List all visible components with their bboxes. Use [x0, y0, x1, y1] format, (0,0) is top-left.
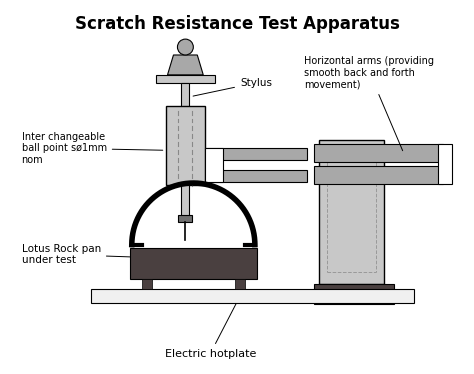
Bar [91, 289, 414, 303]
Bar [235, 279, 245, 289]
Bar [438, 144, 452, 184]
Text: Horizontal arms (providing
smooth back and forth
movement): Horizontal arms (providing smooth back a… [304, 56, 435, 151]
Text: Lotus Rock pan
under test: Lotus Rock pan under test [22, 244, 144, 265]
Bar [205, 148, 223, 182]
Bar [205, 170, 308, 182]
Bar [142, 279, 152, 289]
Bar [182, 83, 189, 108]
Bar [314, 166, 444, 184]
Text: Inter changeable
ball point sø1mm
nom: Inter changeable ball point sø1mm nom [22, 132, 163, 165]
Bar [165, 105, 205, 185]
Bar [205, 148, 308, 160]
Bar [319, 140, 384, 284]
Text: Scratch Resistance Test Apparatus: Scratch Resistance Test Apparatus [74, 15, 400, 33]
Bar [182, 185, 189, 217]
Bar [130, 248, 257, 279]
Circle shape [177, 39, 193, 55]
Bar [178, 215, 192, 222]
Text: Electric hotplate: Electric hotplate [164, 299, 256, 359]
Bar [155, 75, 215, 83]
Polygon shape [167, 55, 203, 75]
Text: Stylus: Stylus [193, 78, 272, 96]
Bar [314, 284, 394, 304]
Bar [314, 144, 444, 162]
